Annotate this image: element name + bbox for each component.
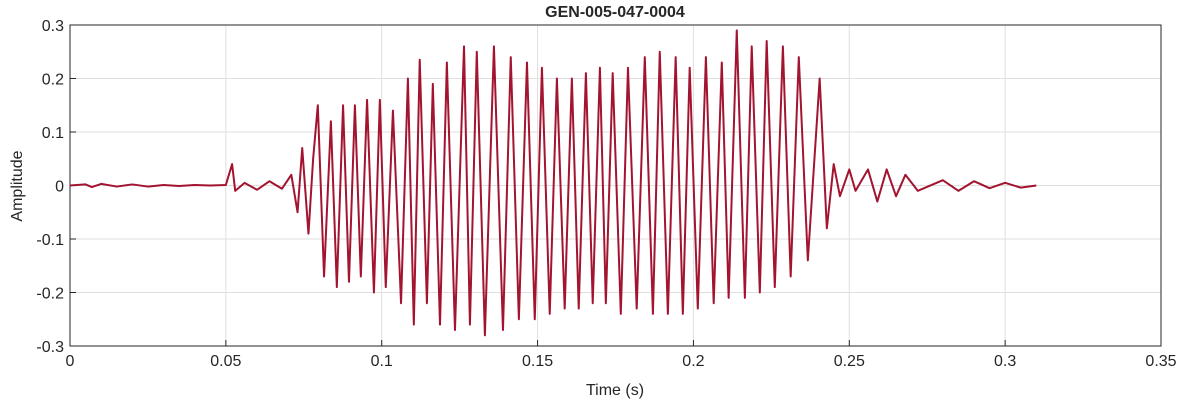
y-tick-label: -0.3: [36, 339, 64, 356]
x-tick-label: 0.3: [994, 353, 1016, 370]
chart-title: GEN-005-047-0004: [545, 4, 685, 21]
x-axis-label: Time (s): [586, 382, 644, 399]
x-tick-label: 0.2: [682, 353, 704, 370]
y-tick-label: -0.1: [36, 232, 64, 249]
x-tick-label: 0.35: [1145, 353, 1176, 370]
y-tick-label: 0: [55, 179, 64, 196]
x-tick-label: 0.25: [834, 353, 865, 370]
x-tick-label: 0.05: [210, 353, 241, 370]
y-tick-label: 0.3: [42, 18, 64, 35]
y-tick-label: -0.2: [36, 286, 64, 303]
y-tick-label: 0.1: [42, 125, 64, 142]
x-tick-label: 0.15: [522, 353, 553, 370]
x-tick-label: 0.1: [371, 353, 393, 370]
y-tick-label: 0.2: [42, 72, 64, 89]
x-tick-label: 0: [66, 353, 75, 370]
y-axis-label: Amplitude: [9, 150, 26, 221]
waveform-line: [69, 29, 1037, 337]
